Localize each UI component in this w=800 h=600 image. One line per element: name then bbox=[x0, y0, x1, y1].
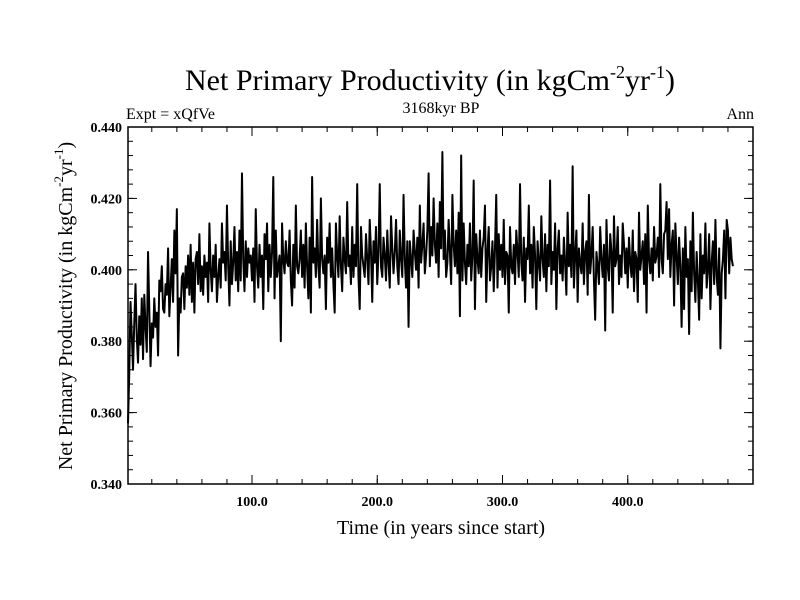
x-axis-label: Time (in years since start) bbox=[337, 517, 545, 539]
season-label: Ann bbox=[726, 106, 754, 123]
y-tick-label: 0.360 bbox=[91, 407, 123, 422]
y-tick-label: 0.420 bbox=[91, 192, 123, 207]
x-tick-label: 200.0 bbox=[361, 495, 393, 510]
y-tick-label: 0.340 bbox=[91, 478, 123, 493]
period-label: 3168kyr BP bbox=[403, 100, 480, 117]
x-tick-label: 300.0 bbox=[487, 495, 519, 510]
chart-title: Net Primary Productivity (in kgCm-2yr-1) bbox=[185, 62, 675, 97]
experiment-label: Expt = xQfVe bbox=[126, 106, 215, 123]
x-tick-label: 100.0 bbox=[236, 495, 268, 510]
x-tick-label: 400.0 bbox=[612, 495, 644, 510]
y-tick-label: 0.440 bbox=[91, 121, 123, 136]
y-tick-label: 0.380 bbox=[91, 335, 123, 350]
npp-series-line bbox=[127, 150, 734, 424]
x-tick-labels: 100.0 200.0 300.0 400.0 bbox=[236, 495, 643, 510]
plot-frame bbox=[127, 126, 754, 485]
y-tick-labels: 0.340 0.360 0.380 0.400 0.420 0.440 bbox=[91, 121, 123, 493]
y-tick-label: 0.400 bbox=[91, 264, 123, 279]
y-axis-label: Net Primary Productivity (in kgCm-2yr-1) bbox=[51, 142, 77, 470]
axis-ticks bbox=[128, 126, 753, 485]
